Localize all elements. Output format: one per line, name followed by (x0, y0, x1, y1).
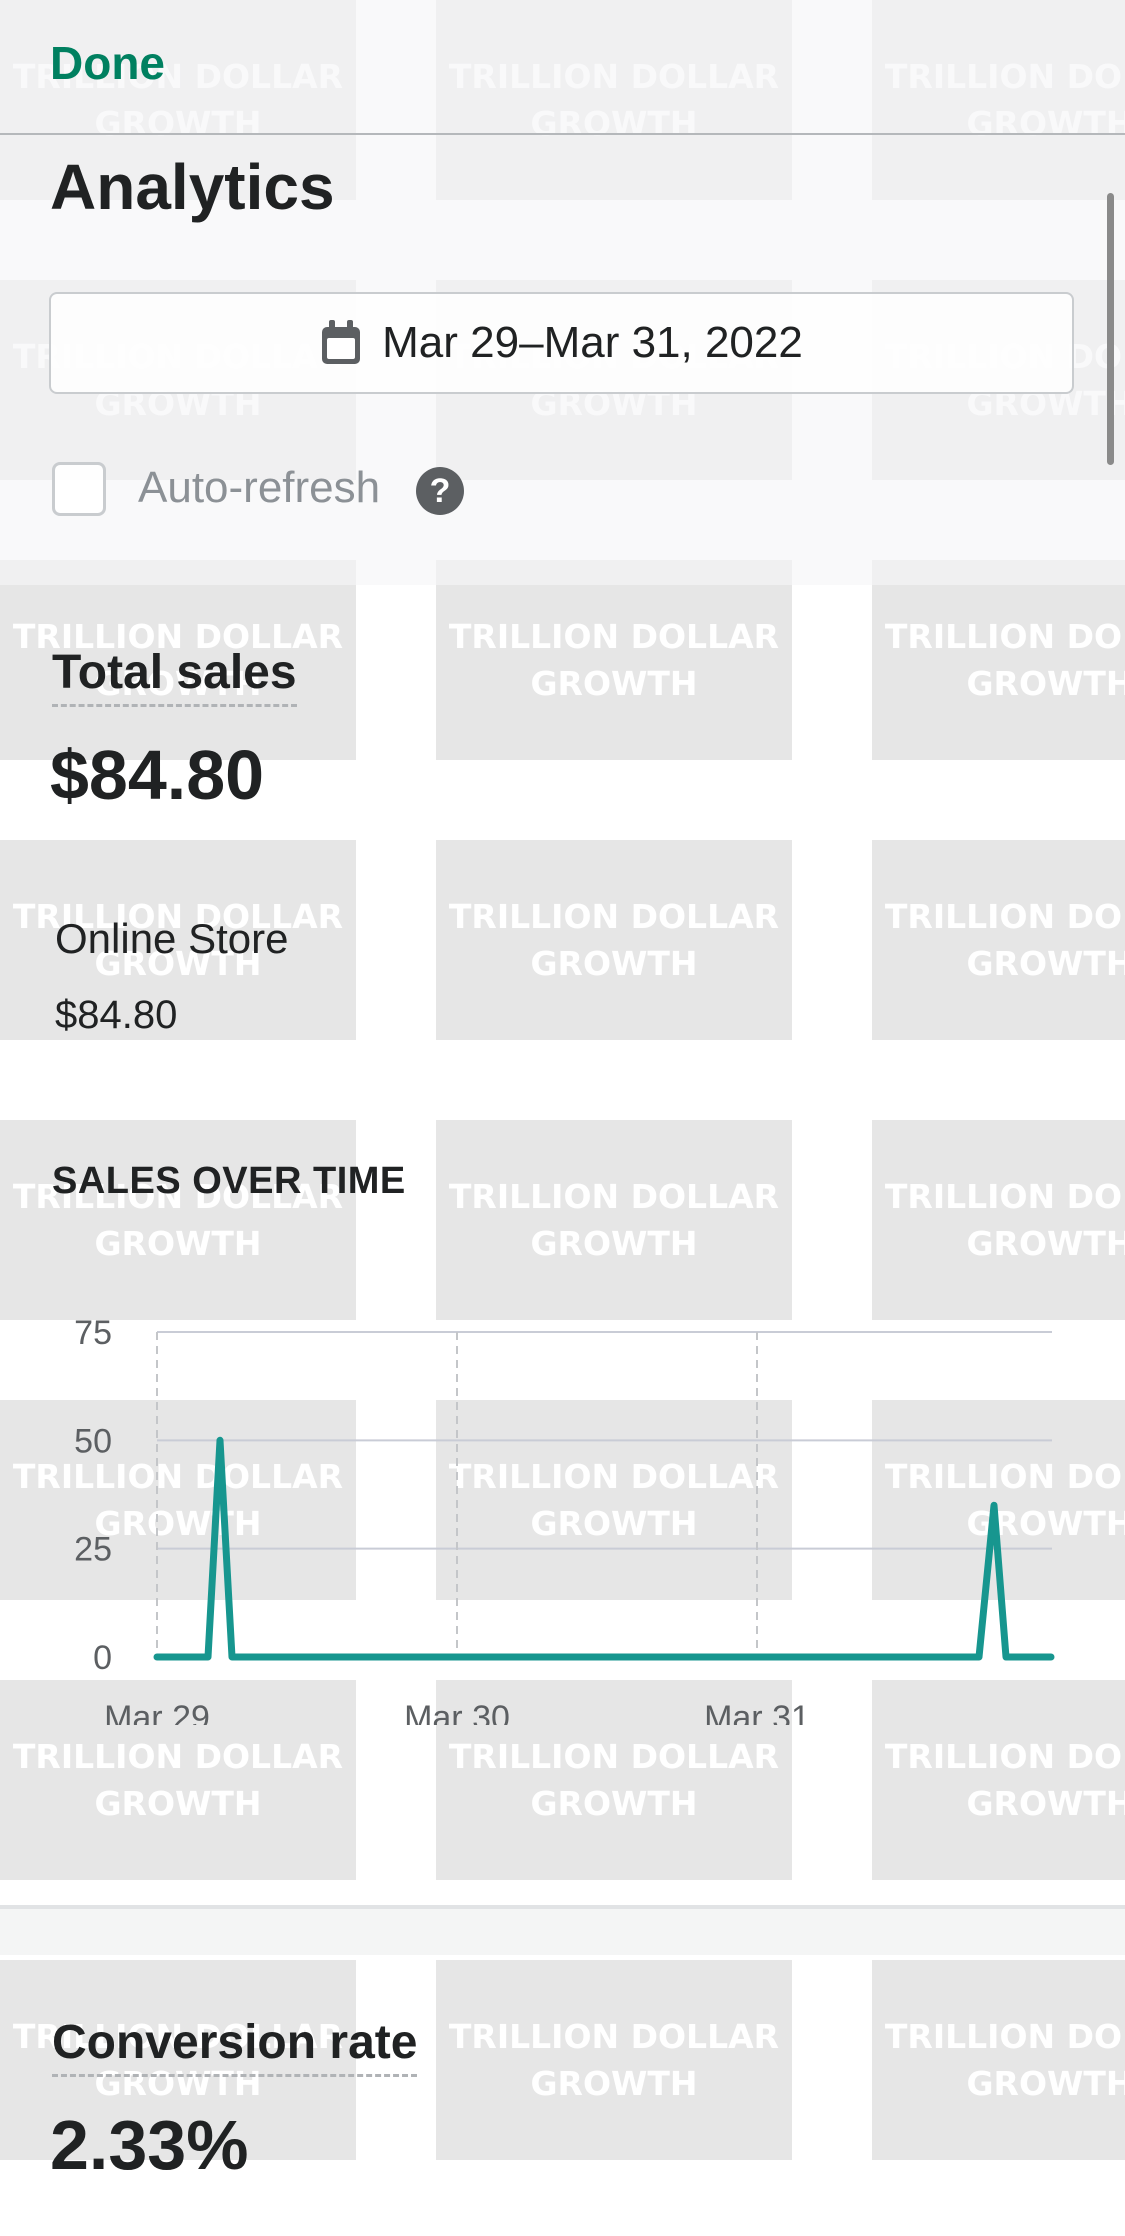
y-tick-label: 0 (93, 1639, 112, 1677)
watermark-tile: TRILLION DOLLAR GROWTH (0, 1120, 356, 1320)
watermark-text: TRILLION DOLLAR GROWTH (448, 1737, 780, 1823)
date-range-button[interactable]: Mar 29–Mar 31, 2022 (49, 292, 1074, 394)
auto-refresh-checkbox[interactable] (52, 462, 106, 516)
x-tick-label: Mar 31 (704, 1699, 810, 1725)
watermark-tile: TRILLION DOLLAR GROWTH (872, 1960, 1125, 2160)
calendar-icon (322, 320, 361, 364)
watermark-tile: TRILLION DOLLAR GROWTH (436, 1960, 792, 2160)
conversion-rate-card: Conversion rate 2.33% (0, 1955, 1125, 2236)
x-tick-label: Mar 30 (404, 1699, 510, 1725)
watermark-text: TRILLION DOLLAR GROWTH (448, 617, 780, 703)
date-range-label: Mar 29–Mar 31, 2022 (382, 318, 803, 367)
page-title: Analytics (50, 151, 335, 223)
watermark-text: TRILLION DOLLAR GROWTH (448, 2017, 780, 2103)
watermark-tile: TRILLION DOLLAR GROWTH (436, 840, 792, 1040)
watermark-text: TRILLION DOLLAR GROWTH (12, 2017, 344, 2103)
watermark-text: TRILLION DOLLAR GROWTH (12, 897, 344, 983)
total-sales-title[interactable]: Total sales (52, 645, 297, 707)
watermark-tile: TRILLION DOLLAR GROWTH (0, 560, 356, 760)
watermark-tile: TRILLION DOLLAR GROWTH (872, 1120, 1125, 1320)
chart-title: SALES OVER TIME (52, 1160, 406, 1202)
y-tick-label: 75 (74, 1314, 112, 1352)
watermark-text: TRILLION DOLLAR GROWTH (884, 1177, 1125, 1263)
watermark-text: TRILLION DOLLAR GROWTH (12, 617, 344, 703)
channel-value: $84.80 (55, 993, 178, 1037)
auto-refresh-label: Auto-refresh (138, 463, 381, 512)
watermark-tile: TRILLION DOLLAR GROWTH (436, 1680, 792, 1880)
conversion-rate-value: 2.33% (50, 2106, 249, 2184)
watermark-text: TRILLION DOLLAR GROWTH (884, 897, 1125, 983)
watermark-text: TRILLION DOLLAR GROWTH (12, 1737, 344, 1823)
done-button[interactable]: Done (50, 37, 165, 89)
watermark-text: TRILLION DOLLAR GROWTH (448, 897, 780, 983)
analytics-header: Done Analytics Mar 29–Mar 31, 2022 Auto-… (0, 0, 1125, 585)
watermark-tile: TRILLION DOLLAR GROWTH (436, 1400, 792, 1600)
watermark-text: TRILLION DOLLAR GROWTH (448, 1457, 780, 1543)
watermark-tile: TRILLION DOLLAR GROWTH (0, 840, 356, 1040)
watermark-tile: TRILLION DOLLAR GROWTH (872, 1680, 1125, 1880)
watermark-tile: TRILLION DOLLAR GROWTH (436, 560, 792, 760)
x-tick-label: Mar 29 (104, 1699, 210, 1725)
question-mark-icon[interactable]: ? (416, 467, 464, 515)
scrollbar[interactable] (1107, 193, 1114, 465)
watermark-text: TRILLION DOLLAR GROWTH (884, 617, 1125, 703)
total-sales-value: $84.80 (50, 736, 265, 814)
conversion-rate-title[interactable]: Conversion rate (52, 2015, 418, 2077)
watermark-text: TRILLION DOLLAR GROWTH (12, 1177, 344, 1263)
card-divider (0, 1905, 1125, 1909)
watermark-tile: TRILLION DOLLAR GROWTH (0, 1960, 356, 2160)
watermark-text: TRILLION DOLLAR GROWTH (448, 1177, 780, 1263)
y-tick-label: 50 (74, 1422, 112, 1460)
watermark-text: TRILLION DOLLAR GROWTH (884, 1737, 1125, 1823)
channel-name: Online Store (55, 915, 289, 962)
sales-over-time-chart: 0 25 50 75 Mar 29 Mar 30 Mar 31 (74, 1314, 1055, 1725)
header-divider (0, 133, 1125, 135)
card-gap (0, 1909, 1125, 1955)
watermark-tile: TRILLION DOLLAR GROWTH (872, 560, 1125, 760)
y-tick-label: 25 (74, 1531, 112, 1569)
watermark-tile: TRILLION DOLLAR GROWTH (436, 1120, 792, 1320)
sales-series-line (153, 1436, 1055, 1661)
total-sales-card: Total sales $84.80 Online Store $84.80 S… (0, 585, 1125, 1905)
watermark-text: TRILLION DOLLAR GROWTH (884, 2017, 1125, 2103)
watermark-tile: TRILLION DOLLAR GROWTH (872, 840, 1125, 1040)
watermark-tile: TRILLION DOLLAR GROWTH (0, 1680, 356, 1880)
